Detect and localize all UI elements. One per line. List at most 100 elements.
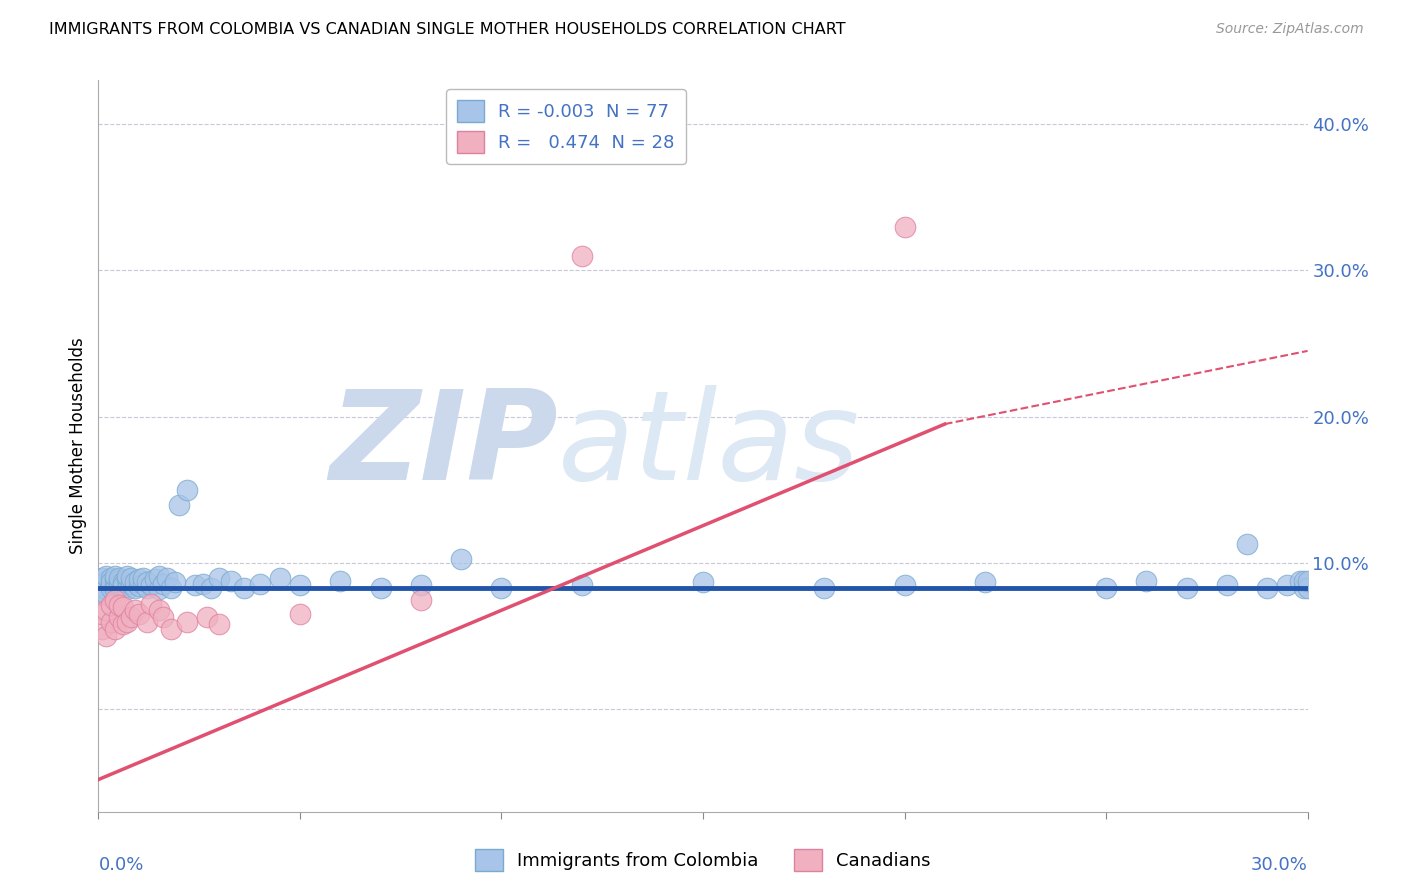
Point	[409, 592, 432, 607]
Point	[111, 575, 134, 590]
Point	[103, 582, 125, 597]
Point	[370, 581, 392, 595]
Text: Source: ZipAtlas.com: Source: ZipAtlas.com	[1216, 22, 1364, 37]
Point	[288, 578, 311, 592]
Point	[103, 578, 125, 592]
Point	[107, 599, 129, 613]
Text: IMMIGRANTS FROM COLOMBIA VS CANADIAN SINGLE MOTHER HOUSEHOLDS CORRELATION CHART: IMMIGRANTS FROM COLOMBIA VS CANADIAN SIN…	[49, 22, 846, 37]
Point	[148, 582, 170, 597]
Point	[1288, 574, 1310, 588]
Point	[167, 498, 190, 512]
Point	[491, 581, 513, 595]
Point	[288, 607, 311, 622]
Point	[135, 575, 157, 590]
Point	[1236, 537, 1258, 551]
Text: atlas: atlas	[558, 385, 860, 507]
Point	[152, 610, 174, 624]
Point	[103, 569, 125, 583]
Point	[91, 607, 114, 622]
Point	[221, 574, 243, 588]
Point	[111, 578, 134, 592]
Point	[132, 576, 155, 591]
Point	[1296, 574, 1319, 588]
Point	[176, 483, 198, 497]
Point	[100, 615, 122, 629]
Point	[96, 582, 118, 597]
Point	[143, 572, 166, 586]
Point	[91, 578, 114, 592]
Point	[813, 581, 835, 595]
Point	[128, 579, 150, 593]
Point	[120, 576, 142, 591]
Point	[195, 610, 218, 624]
Point	[96, 574, 118, 588]
Point	[1095, 581, 1118, 595]
Point	[103, 592, 125, 607]
Point	[1175, 581, 1198, 595]
Point	[893, 578, 915, 592]
Point	[269, 571, 291, 585]
Point	[100, 576, 122, 591]
Point	[1135, 574, 1157, 588]
Point	[139, 597, 162, 611]
Point	[135, 615, 157, 629]
Point	[1277, 578, 1299, 592]
Point	[96, 603, 118, 617]
Point	[329, 574, 352, 588]
Point	[1292, 581, 1315, 595]
Point	[409, 578, 432, 592]
Point	[249, 576, 271, 591]
Point	[1256, 581, 1278, 595]
Point	[200, 581, 222, 595]
Point	[120, 610, 142, 624]
Legend: Immigrants from Colombia, Canadians: Immigrants from Colombia, Canadians	[468, 842, 938, 879]
Point	[184, 578, 207, 592]
Point	[103, 572, 125, 586]
Point	[124, 575, 146, 590]
Point	[152, 576, 174, 591]
Point	[128, 572, 150, 586]
Point	[103, 622, 125, 636]
Point	[974, 575, 997, 590]
Point	[232, 581, 254, 595]
Point	[148, 603, 170, 617]
Point	[128, 607, 150, 622]
Point	[91, 588, 114, 602]
Point	[124, 581, 146, 595]
Point	[1216, 578, 1239, 592]
Point	[193, 576, 215, 591]
Point	[91, 571, 114, 585]
Text: 0.0%: 0.0%	[98, 855, 143, 873]
Point	[107, 571, 129, 585]
Point	[115, 572, 138, 586]
Point	[132, 571, 155, 585]
Point	[91, 622, 114, 636]
Point	[208, 571, 231, 585]
Point	[107, 610, 129, 624]
Point	[160, 622, 183, 636]
Point	[208, 617, 231, 632]
Point	[692, 575, 714, 590]
Point	[124, 603, 146, 617]
Point	[96, 569, 118, 583]
Point	[107, 576, 129, 591]
Text: ZIP: ZIP	[329, 385, 558, 507]
Point	[96, 629, 118, 643]
Point	[100, 571, 122, 585]
Point	[176, 615, 198, 629]
Point	[156, 571, 179, 585]
Point	[893, 219, 915, 234]
Point	[450, 551, 472, 566]
Legend: R = -0.003  N = 77, R =   0.474  N = 28: R = -0.003 N = 77, R = 0.474 N = 28	[446, 89, 686, 164]
Point	[107, 579, 129, 593]
Point	[120, 571, 142, 585]
Point	[135, 581, 157, 595]
Point	[96, 587, 118, 601]
Point	[115, 569, 138, 583]
Y-axis label: Single Mother Households: Single Mother Households	[69, 338, 87, 554]
Point	[115, 615, 138, 629]
Point	[111, 599, 134, 614]
Point	[1296, 581, 1319, 595]
Point	[163, 575, 186, 590]
Point	[1292, 574, 1315, 588]
